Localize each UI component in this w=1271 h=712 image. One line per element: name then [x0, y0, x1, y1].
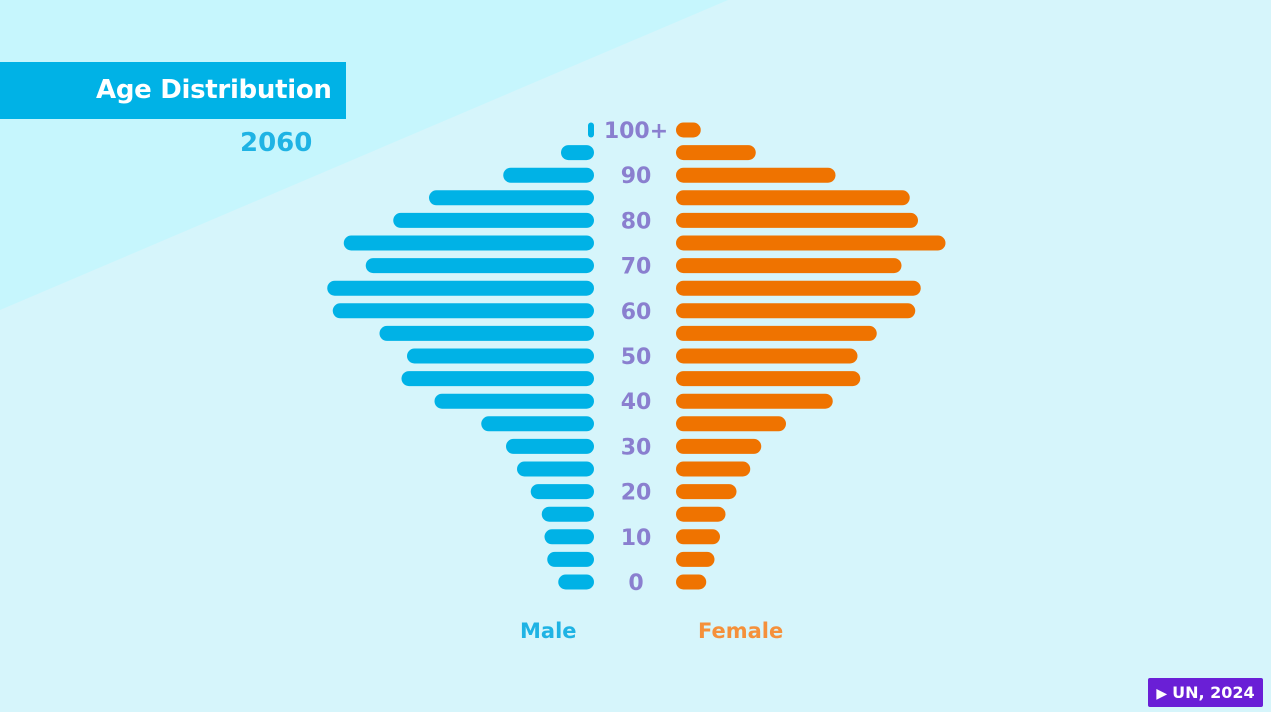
male-bar	[332, 303, 594, 319]
male-bar	[379, 325, 594, 341]
male-bar	[561, 145, 594, 161]
male-bar	[544, 529, 594, 545]
female-bar	[676, 235, 946, 251]
male-bar	[530, 484, 594, 500]
male-bar	[429, 190, 594, 206]
female-bar	[676, 348, 858, 364]
male-bar	[434, 393, 594, 409]
chart-title: Age Distribution	[96, 75, 332, 105]
male-bar	[506, 438, 594, 454]
male-bar	[558, 574, 594, 590]
male-bar	[343, 235, 594, 251]
female-bar	[676, 258, 902, 274]
female-bars	[676, 122, 946, 590]
age-tick-label: 60	[621, 300, 652, 325]
male-bar	[365, 258, 594, 274]
source-label: UN, 2024	[1172, 683, 1255, 702]
legend-male: Male	[520, 619, 577, 643]
play-icon: ▶	[1156, 686, 1168, 702]
male-bar	[547, 551, 594, 567]
age-tick-label: 0	[628, 571, 643, 596]
female-bar	[676, 551, 715, 567]
age-tick-labels: 100+ 90 80 70 60 50 40 30 20 10 0	[604, 119, 668, 596]
female-bar	[676, 145, 756, 161]
female-bar	[676, 393, 833, 409]
female-bar	[676, 325, 877, 341]
female-bar	[676, 122, 701, 138]
female-bar	[676, 574, 707, 590]
female-bar	[676, 167, 836, 183]
female-bar	[676, 212, 918, 228]
age-tick-label: 70	[621, 255, 652, 280]
age-tick-label: 40	[621, 390, 652, 415]
male-bar	[407, 348, 594, 364]
female-bar	[676, 190, 910, 206]
chart-subtitle-year: 2060	[240, 128, 313, 158]
title-banner: Age Distribution	[0, 62, 346, 119]
age-tick-label: 20	[621, 481, 652, 506]
source-badge: ▶ UN, 2024	[1148, 678, 1263, 707]
female-bar	[676, 416, 786, 432]
female-bar	[676, 461, 751, 477]
male-bar	[481, 416, 594, 432]
female-bar	[676, 438, 762, 454]
male-bar	[588, 122, 594, 138]
female-bar	[676, 280, 921, 296]
age-tick-label: 100+	[604, 119, 668, 144]
legend-female: Female	[698, 619, 784, 643]
female-bar	[676, 506, 726, 522]
male-bar	[503, 167, 594, 183]
female-bar	[676, 371, 861, 387]
male-bar	[401, 371, 594, 387]
age-tick-label: 30	[621, 435, 652, 460]
male-bar	[541, 506, 594, 522]
age-tick-label: 90	[621, 164, 652, 189]
age-tick-label: 10	[621, 526, 652, 551]
age-tick-label: 80	[621, 209, 652, 234]
male-bar	[393, 212, 594, 228]
female-bar	[676, 529, 720, 545]
male-bar	[327, 280, 594, 296]
female-bar	[676, 484, 737, 500]
male-bar	[517, 461, 594, 477]
female-bar	[676, 303, 916, 319]
male-bars	[327, 122, 594, 590]
age-tick-label: 50	[621, 345, 652, 370]
